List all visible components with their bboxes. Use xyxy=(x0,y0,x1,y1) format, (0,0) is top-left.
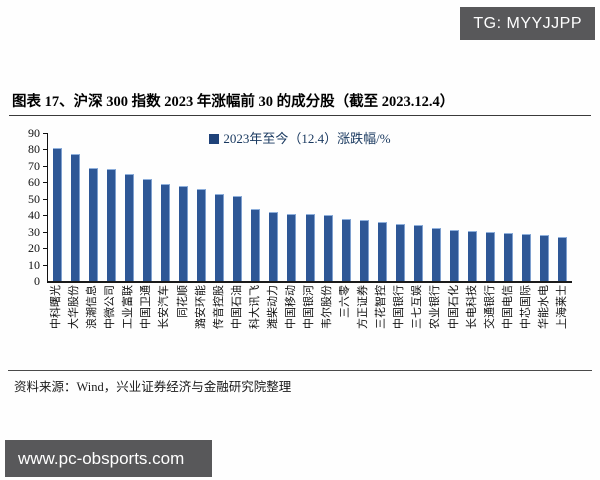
y-tick-label: 20 xyxy=(28,241,40,256)
site-watermark-text: www.pc-obsports.com xyxy=(18,448,185,468)
x-axis-labels: 中科曙光 大华股份 浪潮信息 中微公司 工业富联 中国卫通 长安汽车 同花顺 潞安环能 传音控股中… xyxy=(47,285,571,365)
x-axis-label: 中国石油 xyxy=(230,285,243,329)
x-axis-label: 中国银行 xyxy=(393,285,406,329)
y-tick-mark xyxy=(43,198,48,200)
x-axis-label: 中国银河 xyxy=(303,285,315,329)
bar-中国银行 xyxy=(395,224,405,281)
y-tick-label: 70 xyxy=(28,158,40,173)
x-axis-label: 华能水电 xyxy=(537,285,550,329)
source-note: 资料来源：Wind，兴业证券经济与金融研究院整理 xyxy=(14,380,292,394)
bar-方正证券 xyxy=(359,220,369,281)
y-tick-label: 0 xyxy=(34,274,40,288)
figure-title: 图表 17、沪深 300 指数 2023 年涨幅前 30 的成分股（截至 202… xyxy=(12,94,455,110)
bar-长电科技 xyxy=(468,230,478,281)
x-axis-label: 浪潮信息 xyxy=(86,285,99,329)
x-axis-label: 大华股份 xyxy=(68,285,81,329)
y-tick-label: 40 xyxy=(28,208,40,223)
x-axis-label: 同花顺 xyxy=(176,285,189,318)
bar-中国电信 xyxy=(504,233,514,281)
y-tick-label: 90 xyxy=(28,126,40,140)
bar-同花顺 xyxy=(179,185,189,281)
bar-三七互娱 xyxy=(413,225,423,281)
y-tick-label: 80 xyxy=(28,142,40,157)
y-tick-label: 50 xyxy=(28,191,40,206)
bar-中国石油 xyxy=(233,195,243,281)
bar-中国移动 xyxy=(287,213,297,281)
tg-watermark-text: TG: MYYJJPP xyxy=(473,14,582,32)
x-axis-label: 长电科技 xyxy=(465,285,478,329)
y-tick-mark xyxy=(43,149,48,151)
bar-农业银行 xyxy=(431,228,441,281)
plot-area xyxy=(43,133,572,283)
y-tick-mark xyxy=(43,248,48,250)
legend-label: 2023年至今（12.4）涨跌幅/% xyxy=(223,131,391,146)
x-axis-label: 科大讯飞 xyxy=(248,285,261,329)
bar-潞安环能 xyxy=(197,188,207,281)
y-tick-mark xyxy=(43,231,48,233)
site-watermark-badge: www.pc-obsports.com xyxy=(5,440,212,477)
y-tick-mark xyxy=(43,165,48,167)
x-axis-label: 中芯国际 xyxy=(519,285,532,329)
y-tick-label: 30 xyxy=(28,224,40,239)
x-axis-label: 传音控股 xyxy=(212,285,225,329)
x-axis-label: 中微公司 xyxy=(104,285,117,329)
bar-中国银河 xyxy=(305,214,315,281)
x-axis-label: 中科曙光 xyxy=(50,285,63,329)
bar-三花智控 xyxy=(377,221,387,281)
x-axis-label: 中国移动 xyxy=(284,285,297,329)
bar-韦尔股份 xyxy=(323,215,333,281)
x-axis-label: 中国石化 xyxy=(447,285,460,329)
bar-华能水电 xyxy=(540,234,550,281)
x-axis-label: 三六零 xyxy=(339,285,352,318)
y-tick-mark xyxy=(43,133,48,134)
x-axis-label: 工业富联 xyxy=(122,285,135,329)
x-axis-label: 中国电信 xyxy=(501,285,514,329)
bar-中微公司 xyxy=(106,169,116,281)
bar-工业富联 xyxy=(124,174,134,281)
bar-中国卫通 xyxy=(142,179,152,281)
x-axis-label: 方正证券 xyxy=(357,285,370,329)
y-tick-mark xyxy=(43,264,48,266)
bar-浪潮信息 xyxy=(88,167,98,281)
x-axis-label: 长安汽车 xyxy=(158,285,171,329)
x-axis-label: 潍柴动力 xyxy=(266,285,279,329)
bar-大华股份 xyxy=(70,154,80,281)
bar-三六零 xyxy=(341,218,351,281)
bar-中国石化 xyxy=(450,230,460,281)
bar-科大讯飞 xyxy=(251,209,261,281)
y-tick-label: 10 xyxy=(28,257,40,272)
y-axis: 0 10 20 30 40 50 60 70 80 90 xyxy=(0,126,43,288)
bar-上海莱士 xyxy=(558,236,568,281)
bar-潍柴动力 xyxy=(269,211,279,281)
chart-legend: 2023年至今（12.4）涨跌幅/% xyxy=(0,128,600,147)
bar-交通银行 xyxy=(486,231,496,281)
bar-中科曙光 xyxy=(52,147,62,281)
x-axis-label: 三花智控 xyxy=(375,285,388,329)
y-tick-label: 60 xyxy=(28,175,40,190)
x-axis-label: 交通银行 xyxy=(483,285,496,329)
source-divider xyxy=(8,370,592,371)
x-axis-label: 三七互娱 xyxy=(411,285,424,329)
x-axis-label: 上海莱士 xyxy=(555,285,568,329)
legend-marker-icon xyxy=(209,134,220,144)
x-axis-label: 韦尔股份 xyxy=(321,285,334,329)
bar-中芯国际 xyxy=(522,234,532,281)
tg-watermark-badge: TG: MYYJJPP xyxy=(460,7,595,40)
title-divider xyxy=(9,115,591,116)
bar-传音控股 xyxy=(215,193,225,281)
bar-长安汽车 xyxy=(160,183,170,281)
x-axis-label: 中国卫通 xyxy=(140,285,153,329)
bar-chart: 2023年至今（12.4）涨跌幅/% 0 10 20 30 40 50 60 70 80 90 中… xyxy=(0,122,600,368)
x-axis-label: 潞安环能 xyxy=(194,285,207,329)
y-tick-mark xyxy=(43,215,48,217)
x-axis-label: 农业银行 xyxy=(429,285,442,329)
y-tick-mark xyxy=(43,182,48,184)
